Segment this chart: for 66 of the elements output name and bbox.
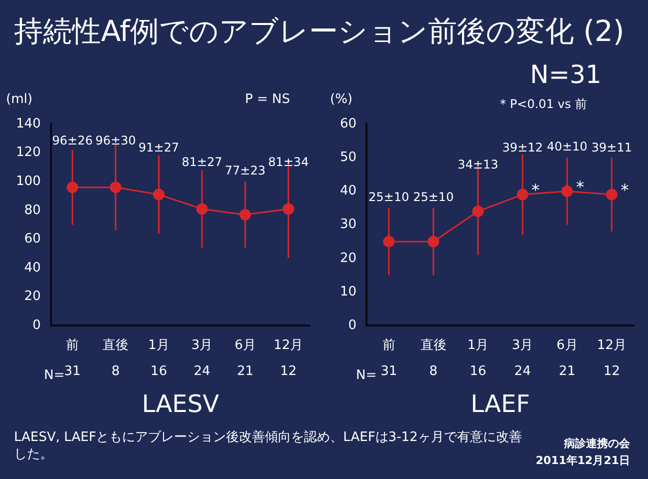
- data-label: 96±30: [95, 133, 136, 148]
- text: 16: [470, 364, 486, 379]
- y-tick-label: 30: [340, 217, 357, 232]
- text: * P<0.01 vs 前: [500, 96, 587, 113]
- x-tick-label: 直後: [102, 338, 129, 353]
- text: 31: [380, 364, 398, 379]
- data-label: 39±11: [591, 140, 632, 155]
- y-tick-label: 140: [16, 116, 41, 132]
- data-label: 40±10: [546, 140, 588, 154]
- text: N=: [44, 368, 65, 383]
- data-label: 25±10: [368, 190, 410, 204]
- y-tick-label: 60: [24, 232, 41, 247]
- data-label: 39±12: [502, 140, 543, 155]
- y-tick-label: 60: [340, 116, 357, 132]
- x-axis-title: LAESV: [142, 390, 220, 418]
- y-tick-label: 0: [348, 318, 357, 333]
- y-tick-label: 0: [32, 318, 41, 333]
- x-tick-label: 1月: [148, 338, 170, 353]
- y-tick-label: 10: [340, 284, 357, 300]
- text: LAESV, LAEFともにアブレーション後改善傾向を認め、LAEFは3-12ヶ月で有意に改善した。: [14, 430, 523, 464]
- text: 31: [64, 364, 81, 379]
- y-axis-title: (%): [330, 92, 352, 107]
- text: 24: [194, 364, 210, 379]
- text: 8: [111, 364, 120, 379]
- x-tick-label: 1月: [467, 338, 489, 353]
- x-axis-title: LAEF: [470, 390, 530, 418]
- x-tick-label: 12月: [274, 338, 304, 353]
- y-tick-label: 50: [340, 150, 357, 165]
- text: P = NS: [245, 92, 290, 107]
- y-tick-label: 40: [24, 260, 41, 276]
- text: 21: [558, 364, 576, 379]
- x-tick-label: 3月: [512, 338, 534, 353]
- annotation: *: [576, 177, 584, 196]
- x-tick-label: 3月: [191, 338, 213, 353]
- y-axis-title: (ml): [6, 92, 32, 107]
- text: 21: [236, 364, 254, 379]
- text: 12: [280, 364, 297, 379]
- text: 24: [514, 364, 531, 379]
- text: N=: [356, 368, 377, 383]
- text: 12: [603, 364, 620, 379]
- y-tick-label: 20: [24, 289, 41, 304]
- text: N=31: [530, 60, 602, 89]
- data-label: 96±26: [52, 133, 93, 148]
- text: 8: [429, 364, 438, 379]
- y-tick-label: 40: [340, 184, 357, 199]
- x-tick-label: 前: [382, 338, 396, 353]
- y-tick-label: 20: [340, 250, 357, 266]
- x-tick-label: 6月: [556, 338, 578, 353]
- y-tick-label: 80: [24, 202, 41, 218]
- y-tick-label: 100: [16, 174, 41, 189]
- y-tick-label: 120: [16, 145, 41, 160]
- data-label: 81±27: [182, 155, 222, 170]
- x-tick-label: 直後: [420, 338, 446, 353]
- x-tick-label: 前: [66, 338, 79, 353]
- chart-title: 持続性Af例でのアブレーション前後の変化 (2): [14, 13, 624, 50]
- data-label: 34±13: [458, 157, 498, 172]
- annotation: *: [532, 180, 540, 200]
- text: 16: [150, 364, 168, 379]
- data-label: 77±23: [224, 164, 266, 178]
- annotation: *: [620, 180, 629, 200]
- text: 2011年12月21日: [536, 453, 630, 468]
- text: 病診連携の会: [564, 436, 630, 451]
- x-tick-label: 6月: [234, 338, 256, 353]
- data-label: 25±10: [413, 190, 454, 204]
- data-label: 91±27: [138, 140, 180, 155]
- x-tick-label: 12月: [596, 338, 626, 353]
